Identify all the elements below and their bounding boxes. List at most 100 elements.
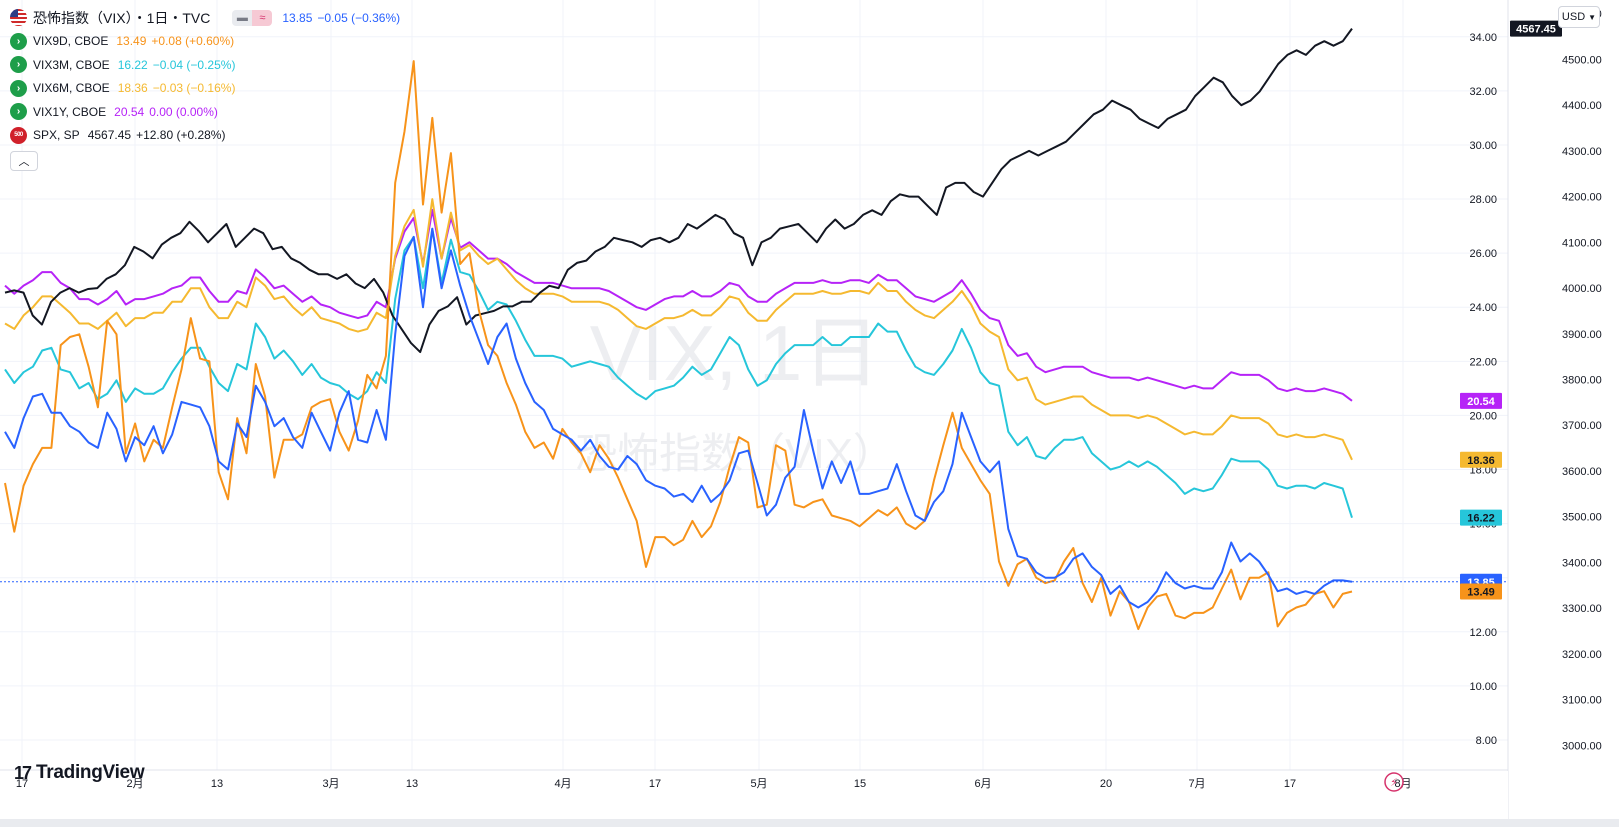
y-right-tick-label: 3400.00 [1562, 557, 1602, 569]
y-right-tick-label: 4100.00 [1562, 237, 1602, 249]
chevron-right-icon: › [10, 56, 27, 74]
legend-value: 4567.45 [87, 128, 132, 143]
legend-change: +0.08 (+0.60%) [151, 34, 235, 49]
legend-row-vix9d[interactable]: › VIX9D, CBOE 13.49 +0.08 (+0.60%) [10, 30, 405, 54]
legend-value: 13.49 [116, 34, 147, 49]
y-left-tick-label: 34.00 [1469, 32, 1497, 44]
y-left-tick-label: 30.00 [1469, 140, 1497, 152]
series-line-vix [4, 227, 1353, 609]
wave-icon[interactable]: ≈ [252, 9, 273, 26]
y-right-tick-label: 3600.00 [1562, 466, 1602, 478]
legend-collapse-button[interactable]: ︿ [10, 151, 38, 171]
legend-value: 16.22 [117, 57, 148, 72]
chevron-up-icon: ︿ [18, 156, 30, 168]
chevron-down-icon: ▼ [1588, 12, 1597, 22]
minus-icon[interactable]: ▬ [232, 9, 253, 26]
y-right-tick-label: 3800.00 [1562, 375, 1602, 387]
chevron-right-icon: › [10, 32, 27, 50]
currency-button[interactable]: USD ▼ [1558, 6, 1600, 28]
legend: 恐怖指数（VIX）・1日・TVC ▬ ≈ 13.85 −0.05 (−0.36%… [10, 6, 405, 171]
tv-logo-icon: 17 [14, 762, 32, 783]
s500-icon: 500 [10, 126, 27, 144]
watermark-symbol: VIX, 1日 [590, 309, 880, 397]
y-left-tick-label: 12.00 [1469, 627, 1497, 639]
y-right-tick-label: 3000.00 [1562, 740, 1602, 752]
price-badge-vix6m: 18.36 [1460, 451, 1502, 468]
time-axis-bg [0, 771, 1508, 827]
y-left-tick-label: 26.00 [1469, 248, 1497, 260]
badge-bg [1460, 451, 1502, 468]
y-right-tick-label: 4400.00 [1562, 100, 1602, 112]
chart-style-toggle[interactable]: ▬ ≈ [232, 9, 273, 26]
legend-row-spx[interactable]: 500 SPX, SP 4567.45 +12.80 (+0.28%) [10, 124, 405, 148]
price-badge-vix9d: 13.49 [1460, 583, 1502, 600]
legend-change: −0.03 (−0.16%) [152, 81, 236, 96]
watermark: VIX, 1日 恐怖指数（VIX） [575, 309, 895, 477]
currency-label: USD [1561, 11, 1586, 23]
badge-value: 20.54 [1467, 396, 1495, 408]
y-right-tick-label: 3100.00 [1562, 695, 1602, 707]
lightning-icon: ⚡ [1384, 772, 1404, 792]
price-badge-vix1y: 20.54 [1460, 392, 1502, 409]
y-left-tick-label: 8.00 [1476, 735, 1497, 747]
price-badge-spx: 4567.45 [1510, 20, 1562, 37]
legend-name: SPX, SP [33, 128, 80, 143]
y-left-tick-label: 32.00 [1469, 86, 1497, 98]
x-tick-label: 2月 [126, 778, 143, 790]
us-flag-icon [10, 9, 27, 27]
x-tick-label: 15 [854, 778, 866, 790]
grid [0, 0, 1508, 770]
badge-bg [1460, 509, 1502, 526]
y-right-tick-label: 4300.00 [1562, 146, 1602, 158]
y-right-tick-label: 3200.00 [1562, 649, 1602, 661]
lightning-circle [1384, 772, 1404, 792]
x-tick-label: 17 [16, 778, 28, 790]
y-left-tick-label: 24.00 [1469, 302, 1497, 314]
logo-text: TradingView [36, 762, 145, 783]
series-lines [0, 28, 1508, 631]
y-right-tick-label: 3900.00 [1562, 329, 1602, 341]
legend-main-title: 恐怖指数（VIX）・1日・TVC [33, 9, 211, 26]
legend-row-vix6m[interactable]: › VIX6M, CBOE 18.36 −0.03 (−0.16%) [10, 77, 405, 101]
legend-row-vix3m[interactable]: › VIX3M, CBOE 16.22 −0.04 (−0.25%) [10, 53, 405, 77]
series-line-vix1y [4, 208, 1353, 402]
price-badge-vix3m: 16.22 [1460, 509, 1502, 526]
legend-row-vix1y[interactable]: › VIX1Y, CBOE 20.54 0.00 (0.00%) [10, 100, 405, 124]
y-right-tick-label: 3300.00 [1562, 603, 1602, 615]
legend-value: 18.36 [117, 81, 148, 96]
y-left-tick-label: 28.00 [1469, 194, 1497, 206]
series-line-vix3m [4, 227, 1353, 519]
chevron-right-icon: › [10, 79, 27, 97]
tradingview-logo[interactable]: 17 TradingView [14, 762, 145, 784]
legend-row-vix[interactable]: 恐怖指数（VIX）・1日・TVC ▬ ≈ 13.85 −0.05 (−0.36%… [10, 6, 405, 30]
y-left-tick-label: 10.00 [1469, 681, 1497, 693]
badge-bg [1460, 392, 1502, 409]
x-tick-label: 13 [406, 778, 418, 790]
series-line-spx [4, 28, 1353, 354]
x-tick-label: 17 [1284, 778, 1296, 790]
badge-value: 18.36 [1467, 455, 1495, 467]
legend-main-last: 13.85 [282, 10, 313, 25]
watermark-name: 恐怖指数（VIX） [575, 430, 895, 477]
legend-name: VIX6M, CBOE [33, 81, 110, 96]
badge-value: 4567.45 [1516, 24, 1556, 36]
legend-value: 20.54 [114, 104, 145, 119]
series-line-vix6m [4, 198, 1353, 461]
legend-change: 0.00 (0.00%) [149, 104, 218, 119]
x-tick-label: 3月 [322, 778, 339, 790]
y-right-tick-label: 4500.00 [1562, 54, 1602, 66]
y-left-tick-label: 22.00 [1469, 356, 1497, 368]
legend-name: VIX1Y, CBOE [33, 104, 107, 119]
legend-change: +12.80 (+0.28%) [136, 128, 226, 143]
chevron-right-icon: › [10, 103, 27, 121]
badge-value: 16.22 [1467, 513, 1495, 525]
x-tick-label: 6月 [974, 778, 991, 790]
y-right-tick-label: 3700.00 [1562, 420, 1602, 432]
legend-name: VIX3M, CBOE [33, 57, 110, 72]
badge-bg [1460, 583, 1502, 600]
y-right-tick-label: 4200.00 [1562, 192, 1602, 204]
